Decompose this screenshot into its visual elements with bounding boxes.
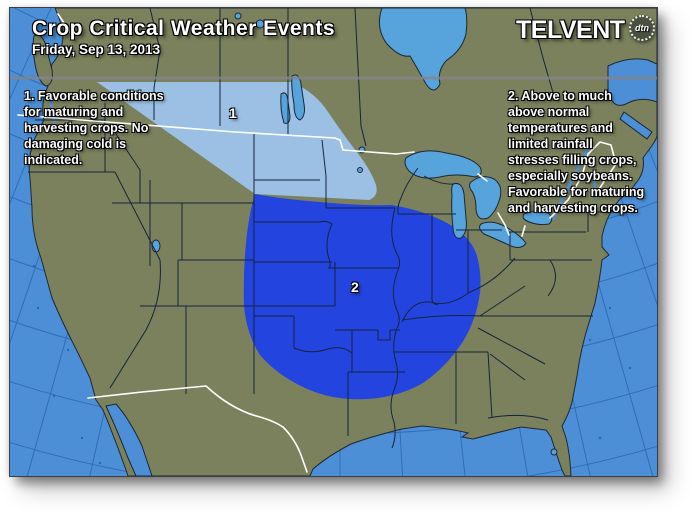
bay-of-fundy — [619, 111, 653, 140]
northern-lake-a — [255, 19, 265, 29]
province-borders — [149, 8, 555, 147]
mille-lacs-lake — [357, 167, 363, 173]
region-2-annotation: 2. Above to much above normal temperatur… — [508, 89, 645, 215]
state-borders — [28, 103, 622, 449]
north-america-map-canvas — [10, 8, 657, 476]
gulf-of-california — [105, 403, 153, 476]
us-mexico-border — [87, 385, 308, 473]
region-2-stress-overlay — [243, 194, 481, 400]
water-bodies — [48, 8, 657, 476]
gulf-of-st-lawrence — [607, 58, 657, 106]
dtn-badge-label: dtn — [635, 23, 649, 33]
lake-huron — [469, 176, 502, 220]
dtn-globe-icon: dtn — [629, 15, 655, 41]
lake-superior — [404, 150, 482, 179]
vancouver-island — [32, 34, 53, 87]
hudson-bay — [378, 8, 468, 91]
page-title: Crop Critical Weather Events — [32, 17, 336, 40]
map-date: Friday, Sep 13, 2013 — [32, 42, 161, 57]
weather-map: Crop Critical Weather Events Friday, Sep… — [9, 7, 658, 477]
region-1-map-label: 1 — [229, 105, 237, 121]
region-2-map-label: 2 — [351, 279, 359, 295]
telvent-logo-text: TELVENT — [516, 16, 625, 44]
northern-lake-b — [234, 12, 242, 20]
lake-okeechobee — [550, 448, 558, 456]
us-canada-border — [17, 13, 617, 237]
ocean-dots — [32, 264, 632, 465]
lake-ontario — [522, 210, 553, 226]
region-1-favorable-overlay — [97, 82, 377, 200]
region-1-annotation: 1. Favorable conditions for maturing and… — [24, 89, 164, 167]
lake-michigan — [451, 183, 467, 239]
lake-erie — [479, 221, 527, 248]
